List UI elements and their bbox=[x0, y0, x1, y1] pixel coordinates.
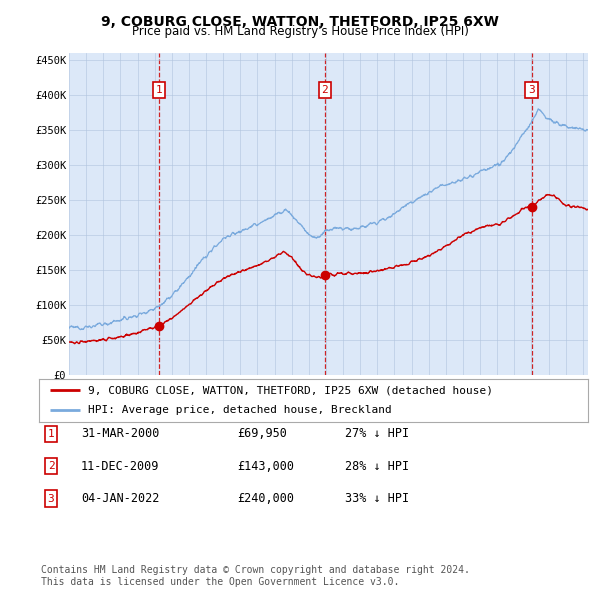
Text: HPI: Average price, detached house, Breckland: HPI: Average price, detached house, Brec… bbox=[88, 405, 392, 415]
Text: 2: 2 bbox=[322, 85, 328, 95]
Text: 33% ↓ HPI: 33% ↓ HPI bbox=[345, 492, 409, 505]
Text: 1: 1 bbox=[47, 429, 55, 438]
Text: 28% ↓ HPI: 28% ↓ HPI bbox=[345, 460, 409, 473]
Text: 9, COBURG CLOSE, WATTON, THETFORD, IP25 6XW: 9, COBURG CLOSE, WATTON, THETFORD, IP25 … bbox=[101, 15, 499, 29]
Text: 3: 3 bbox=[528, 85, 535, 95]
Text: £69,950: £69,950 bbox=[237, 427, 287, 440]
Text: 3: 3 bbox=[47, 494, 55, 503]
Text: 11-DEC-2009: 11-DEC-2009 bbox=[81, 460, 160, 473]
Text: Contains HM Land Registry data © Crown copyright and database right 2024.
This d: Contains HM Land Registry data © Crown c… bbox=[41, 565, 470, 587]
Text: 04-JAN-2022: 04-JAN-2022 bbox=[81, 492, 160, 505]
Text: 31-MAR-2000: 31-MAR-2000 bbox=[81, 427, 160, 440]
Text: 27% ↓ HPI: 27% ↓ HPI bbox=[345, 427, 409, 440]
Text: £143,000: £143,000 bbox=[237, 460, 294, 473]
Text: 1: 1 bbox=[155, 85, 163, 95]
Text: Price paid vs. HM Land Registry's House Price Index (HPI): Price paid vs. HM Land Registry's House … bbox=[131, 25, 469, 38]
Text: £240,000: £240,000 bbox=[237, 492, 294, 505]
Text: 9, COBURG CLOSE, WATTON, THETFORD, IP25 6XW (detached house): 9, COBURG CLOSE, WATTON, THETFORD, IP25 … bbox=[88, 385, 493, 395]
Text: 2: 2 bbox=[47, 461, 55, 471]
